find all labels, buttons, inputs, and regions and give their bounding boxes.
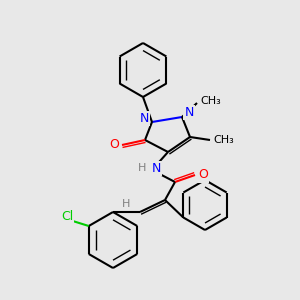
Text: N: N [151, 161, 161, 175]
Text: CH₃: CH₃ [214, 135, 234, 145]
Text: O: O [198, 169, 208, 182]
Text: H: H [122, 199, 130, 209]
Text: CH₃: CH₃ [201, 96, 221, 106]
Text: N: N [184, 106, 194, 118]
Text: Cl: Cl [61, 210, 74, 223]
Text: O: O [109, 139, 119, 152]
Text: H: H [138, 163, 146, 173]
Text: N: N [139, 112, 149, 124]
